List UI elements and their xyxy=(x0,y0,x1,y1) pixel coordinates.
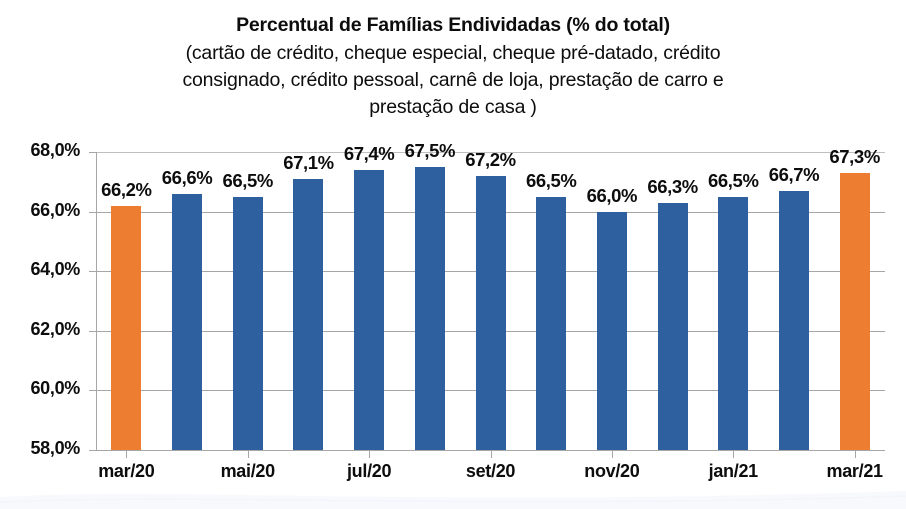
bar[interactable] xyxy=(354,169,385,450)
y-axis-line xyxy=(96,152,97,451)
y-axis-tick xyxy=(89,390,97,392)
y-axis-tick xyxy=(89,450,97,451)
y-axis-tick xyxy=(89,330,97,332)
bar-data-label: 66,5% xyxy=(525,169,577,191)
bar-data-label: 66,0% xyxy=(586,184,638,206)
x-axis-label: jan/21 xyxy=(708,461,759,481)
bar[interactable] xyxy=(293,178,324,450)
x-axis-label: nov/20 xyxy=(584,461,640,481)
bar-data-label: 66,6% xyxy=(161,166,213,188)
bar[interactable] xyxy=(839,172,870,450)
bar-data-label: 67,5% xyxy=(404,139,456,161)
x-axis-label: set/20 xyxy=(465,461,516,481)
decorative-swoosh xyxy=(0,491,906,509)
y-axis-label: 60,0% xyxy=(30,378,80,399)
bar-data-label: 66,5% xyxy=(708,169,759,191)
bar-data-label: 66,5% xyxy=(222,169,273,191)
chart-subtitle-line-3: prestação de casa ) xyxy=(369,96,537,118)
chart-subtitle-line-1: (cartão de crédito, cheque especial, che… xyxy=(185,42,721,64)
bar-data-label: 66,2% xyxy=(101,178,152,200)
page-title: Percentual de Famílias Endividadas (% do… xyxy=(236,14,670,36)
y-axis-tick xyxy=(89,152,97,153)
chart-subtitle-line-2: consignado, crédito pessoal, carnê de lo… xyxy=(182,69,724,91)
plot-area xyxy=(96,152,885,450)
bar-data-label: 67,1% xyxy=(283,151,334,173)
bar[interactable] xyxy=(111,205,142,450)
bar[interactable] xyxy=(232,196,263,450)
x-axis-label: mar/20 xyxy=(98,461,155,481)
x-axis-tick xyxy=(491,450,492,458)
bar[interactable] xyxy=(596,211,627,450)
y-axis-label: 58,0% xyxy=(30,438,80,458)
chart-subtitle: (cartão de crédito, cheque especial, che… xyxy=(60,38,846,121)
bar-data-label: 66,3% xyxy=(647,175,698,197)
bar[interactable] xyxy=(718,196,749,450)
bar[interactable] xyxy=(475,175,506,450)
y-axis-label: 66,0% xyxy=(30,199,80,220)
bar[interactable] xyxy=(172,193,203,450)
bar-data-label: 67,4% xyxy=(343,142,395,164)
x-axis-tick xyxy=(369,450,370,458)
y-axis-tick xyxy=(89,211,97,213)
x-axis-tick xyxy=(855,450,856,458)
x-axis-tick xyxy=(248,450,249,458)
y-axis-label: 64,0% xyxy=(30,259,80,280)
bar[interactable] xyxy=(536,196,567,450)
bar-data-label: 66,7% xyxy=(768,163,820,185)
gridline xyxy=(96,152,885,153)
chart-title-block: Percentual de Famílias Endividadas (% do… xyxy=(60,12,846,121)
x-axis-tick xyxy=(733,450,734,458)
bar[interactable] xyxy=(778,190,809,450)
x-axis-label: mai/20 xyxy=(220,461,276,481)
x-axis-tick xyxy=(126,450,127,458)
x-axis-label: mar/21 xyxy=(826,461,884,481)
y-axis-label: 68,0% xyxy=(30,140,80,160)
y-axis-tick xyxy=(89,271,97,273)
bar-data-label: 67,3% xyxy=(829,145,880,167)
y-axis-label: 62,0% xyxy=(30,318,80,339)
x-axis-tick xyxy=(612,450,613,458)
bar-data-label: 67,2% xyxy=(465,148,516,170)
bar[interactable] xyxy=(414,166,445,450)
bar[interactable] xyxy=(657,202,688,450)
gridline xyxy=(96,450,885,451)
x-axis-label: jul/20 xyxy=(346,461,392,481)
